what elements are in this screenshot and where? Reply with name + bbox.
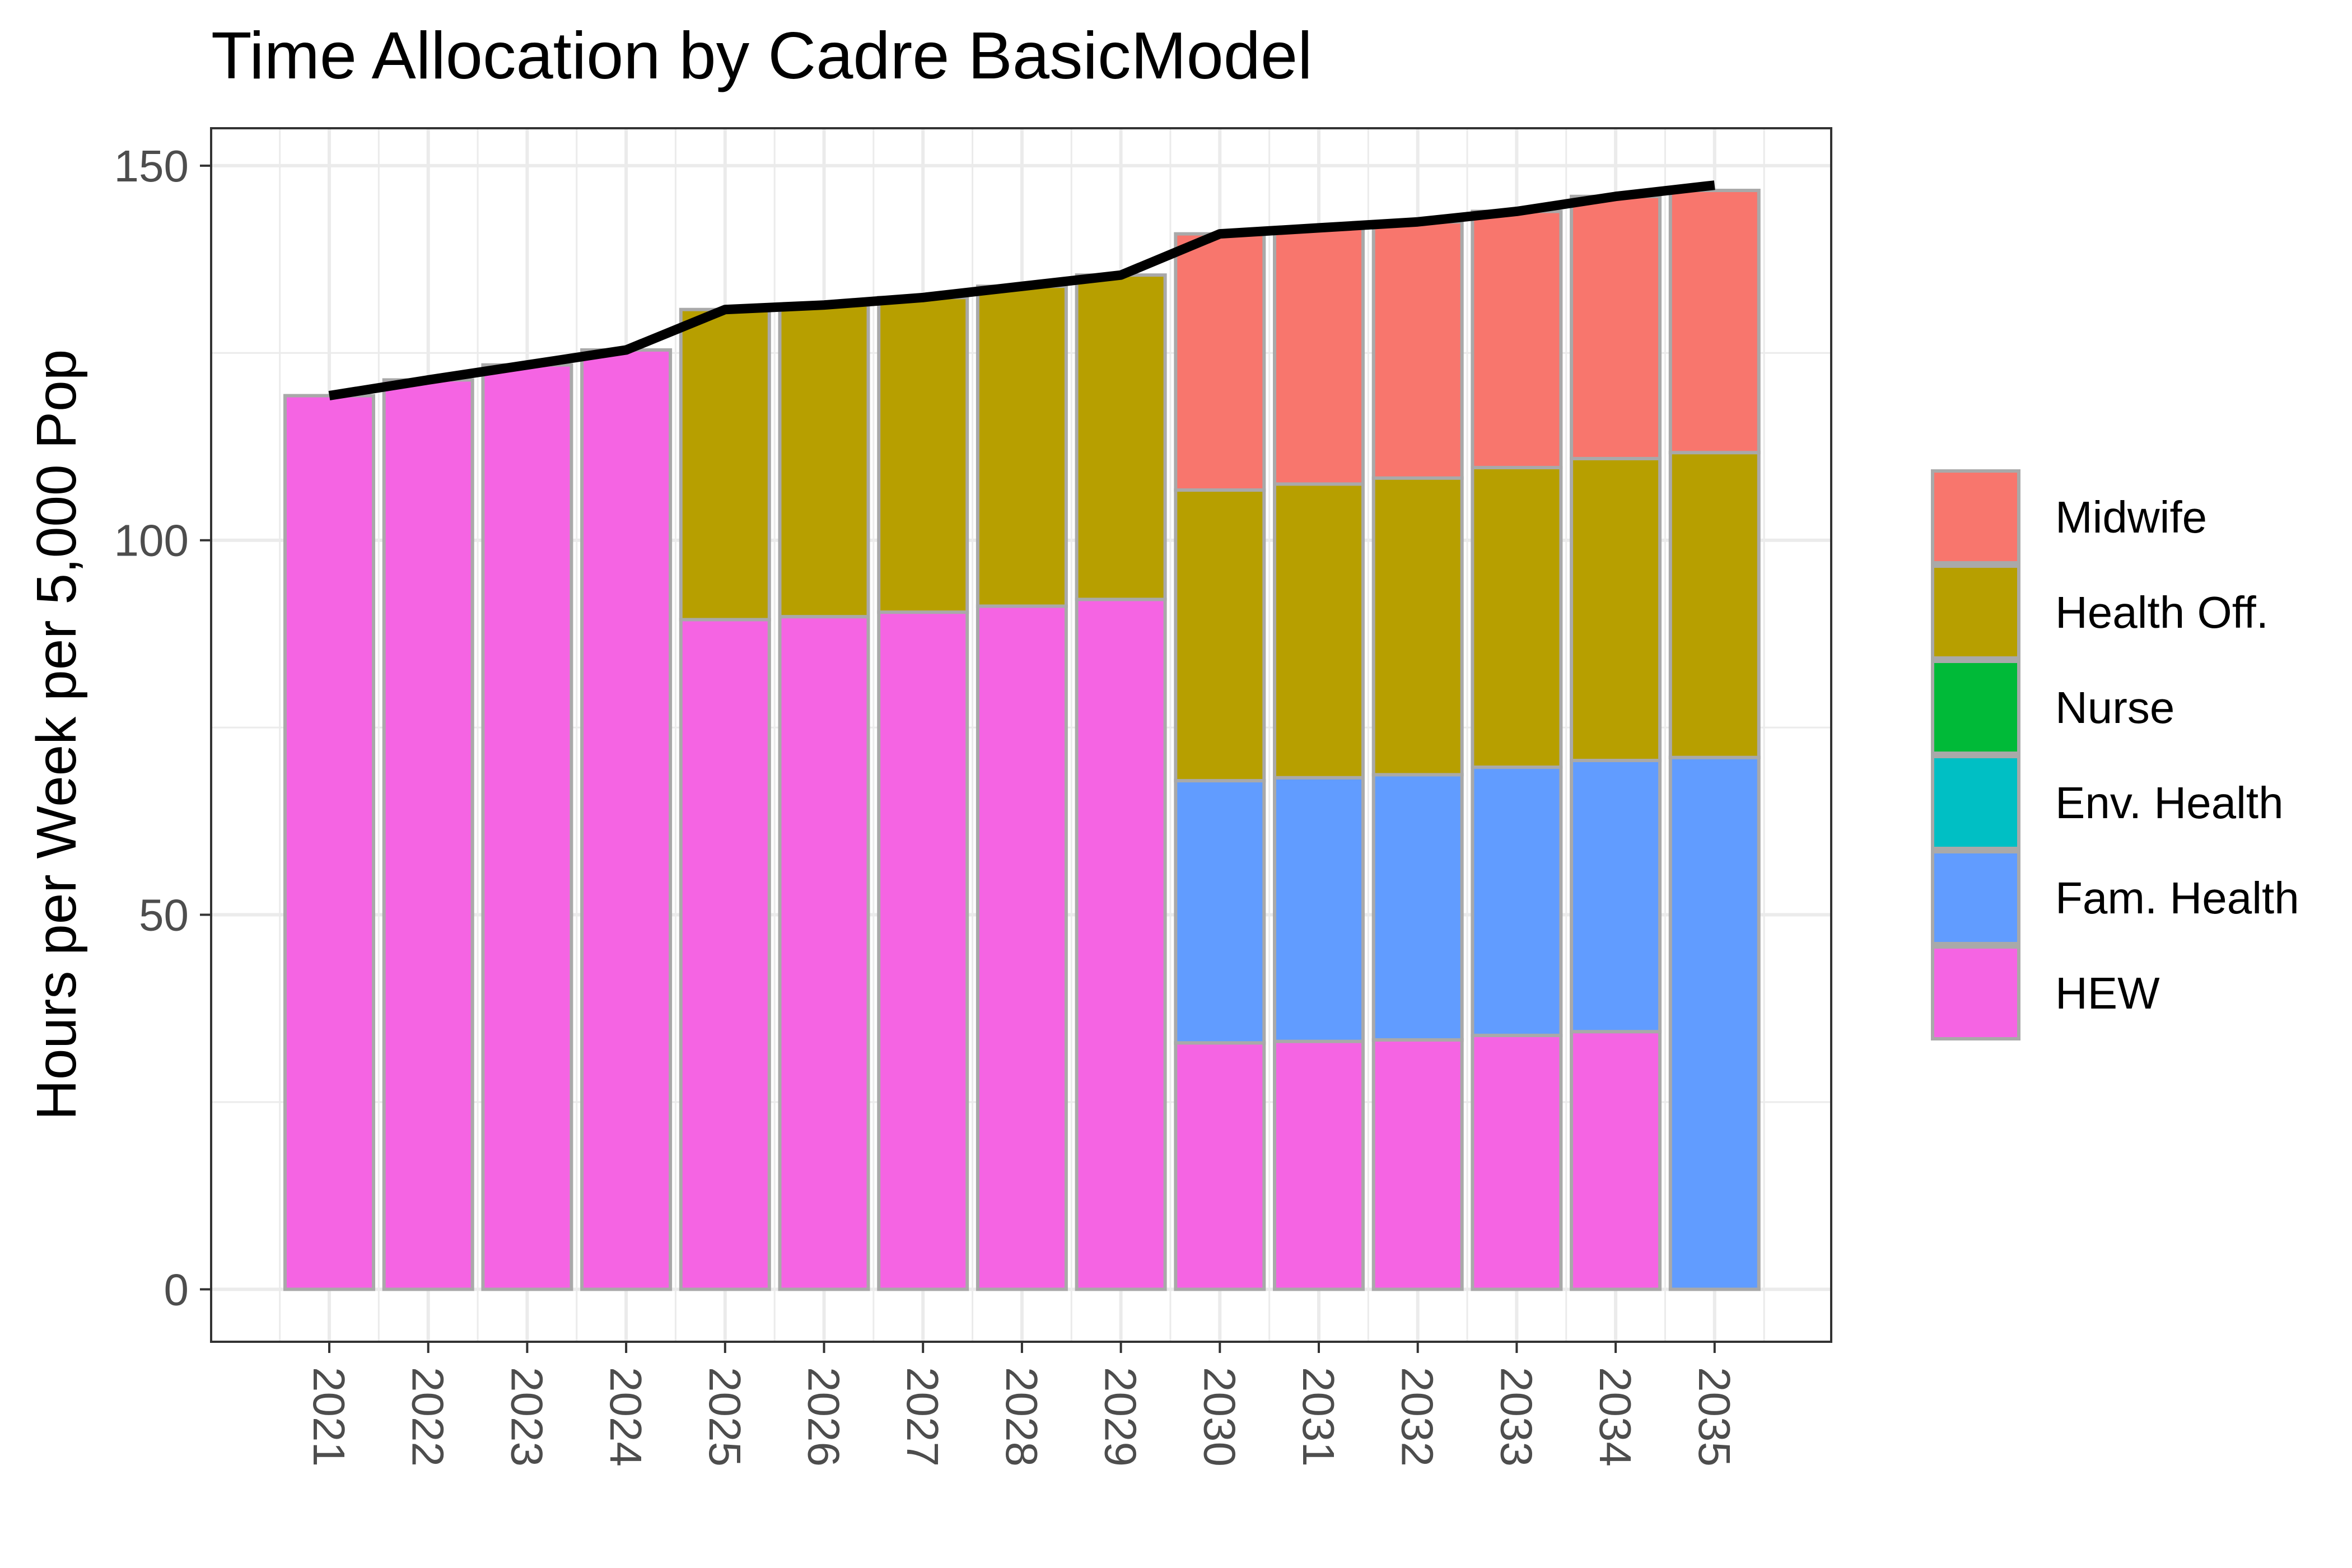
- x-tick-label: 2035: [1690, 1367, 1739, 1467]
- bar-segment-hew: [778, 615, 870, 1291]
- y-tick-label: 150: [114, 141, 189, 191]
- bar-segment-midwife: [1570, 194, 1662, 460]
- bar-segment-health-off: [976, 284, 1068, 608]
- x-axis: 2021 2022 2023 2024 2025 2026 2027 2028 2029 2030…: [304, 1342, 1739, 1467]
- x-tick-label: 2030: [1194, 1367, 1244, 1467]
- x-tick-label: 2021: [304, 1367, 354, 1467]
- bar-segment-health-off: [1273, 482, 1365, 780]
- bar-segment-hew: [877, 610, 969, 1291]
- x-tick-label: 2027: [898, 1367, 948, 1467]
- bar-segment-hew: [1371, 1038, 1464, 1291]
- bar-segment-fam-health: [1273, 776, 1365, 1043]
- chart-title: Time Allocation by Cadre BasicModel: [211, 18, 1313, 93]
- bar-segment-hew: [481, 363, 573, 1291]
- legend-label-hew: HEW: [2055, 968, 2160, 1018]
- y-axis: 0 50 100 150: [114, 141, 211, 1314]
- x-tick-label: 2034: [1590, 1367, 1640, 1467]
- bar-segment-hew: [382, 378, 474, 1291]
- total-line: [328, 180, 1715, 400]
- legend-swatch-fam-health: [1931, 850, 2020, 945]
- x-tick-label: 2026: [799, 1367, 849, 1467]
- x-tick-label: 2023: [502, 1367, 552, 1467]
- y-tick-label: 50: [139, 890, 189, 940]
- bar-segment-hew: [1075, 598, 1167, 1291]
- bar-segment-hew: [976, 604, 1068, 1291]
- legend-label-nurse: Nurse: [2055, 683, 2174, 732]
- bar-segment-hew: [1273, 1039, 1365, 1291]
- bar-segment-health-off: [1075, 273, 1167, 601]
- bar-segment-hew: [679, 618, 771, 1291]
- bar-segment-midwife: [1273, 226, 1365, 486]
- bars: [283, 189, 1761, 1291]
- bar-segment-fam-health: [1471, 766, 1563, 1037]
- bar-segment-midwife: [1668, 189, 1761, 455]
- legend-label-fam-health: Fam. Health: [2055, 873, 2299, 923]
- x-tick-label: 2025: [700, 1367, 750, 1467]
- bar-segment-midwife: [1371, 220, 1464, 480]
- bar-segment-hew: [1471, 1033, 1563, 1291]
- bar-segment-midwife: [1471, 209, 1563, 469]
- bar-segment-hew: [1174, 1041, 1266, 1291]
- y-axis-title: Hours per Week per 5,000 Pop: [25, 349, 88, 1121]
- x-tick-label: 2032: [1393, 1367, 1443, 1467]
- bar-segment-hew: [283, 394, 375, 1291]
- bar-segment-health-off: [877, 296, 969, 614]
- bar-segment-health-off: [778, 303, 870, 619]
- x-tick-label: 2029: [1096, 1367, 1146, 1467]
- bar-segment-health-off: [1174, 488, 1266, 783]
- bar-segment-fam-health: [1371, 773, 1464, 1042]
- legend-label-health-off: Health Off.: [2055, 587, 2269, 637]
- x-tick-label: 2033: [1491, 1367, 1541, 1467]
- legend-swatch-nurse: [1931, 660, 2020, 755]
- x-tick-label: 2022: [403, 1367, 453, 1467]
- bar-segment-health-off: [1371, 476, 1464, 777]
- bar-segment-hew: [580, 348, 673, 1291]
- bar-segment-fam-health: [1668, 755, 1761, 1291]
- bar-segment-midwife: [1174, 232, 1266, 492]
- y-tick-label: 100: [114, 516, 189, 566]
- legend-label-env-health: Env. Health: [2055, 778, 2284, 828]
- legend-label-midwife: Midwife: [2055, 492, 2207, 542]
- legend-swatch-midwife: [1931, 469, 2020, 564]
- legend-swatch-hew: [1931, 945, 2020, 1040]
- bar-segment-health-off: [1668, 451, 1761, 759]
- bar-segment-health-off: [679, 307, 771, 622]
- total-line-path: [328, 180, 1715, 400]
- y-tick-label: 0: [164, 1264, 189, 1314]
- legend: Midwife Health Off. Nurse Env. Health Fam. H…: [1931, 469, 2299, 1040]
- bar-segment-health-off: [1471, 465, 1563, 769]
- x-tick-label: 2024: [601, 1367, 651, 1467]
- x-tick-label: 2031: [1294, 1367, 1343, 1467]
- legend-swatch-env-health: [1931, 755, 2020, 850]
- bar-segment-fam-health: [1570, 758, 1662, 1034]
- bar-segment-fam-health: [1174, 779, 1266, 1045]
- x-tick-label: 2028: [997, 1367, 1047, 1467]
- legend-swatch-health-off: [1931, 564, 2020, 660]
- bar-segment-health-off: [1570, 456, 1662, 762]
- bar-segment-hew: [1570, 1030, 1662, 1291]
